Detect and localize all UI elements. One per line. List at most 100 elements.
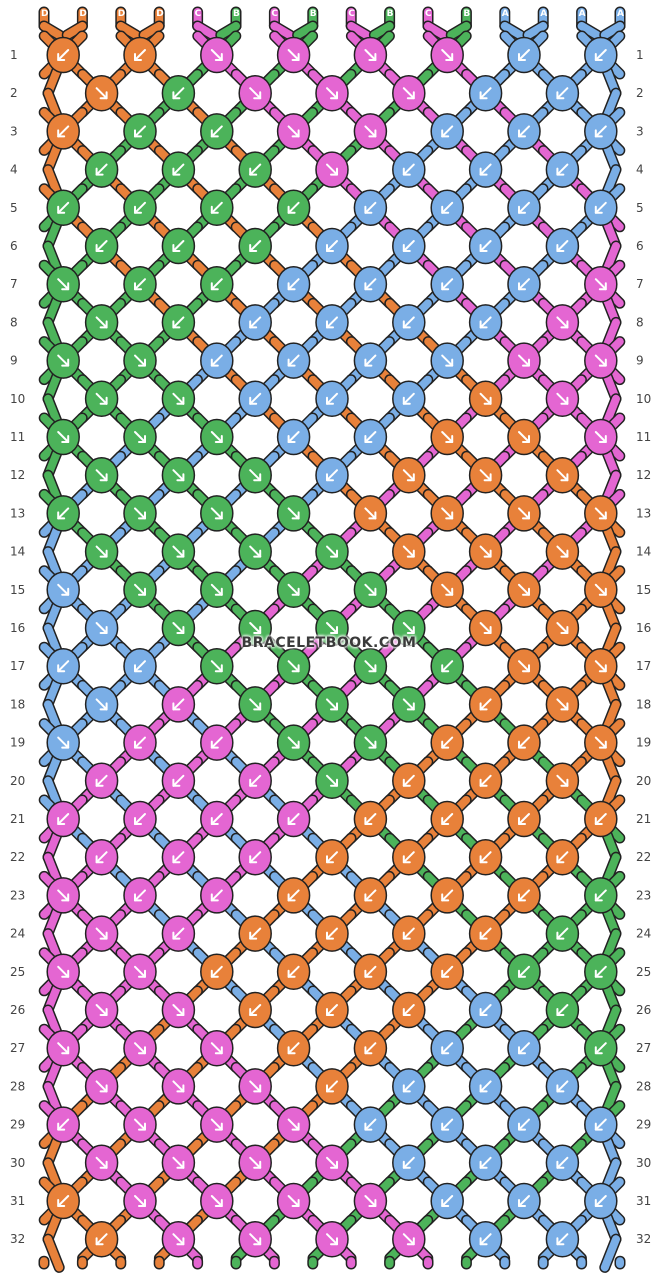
arrow-down-right-icon	[176, 626, 185, 634]
arrow-down-left-icon	[326, 320, 334, 329]
arrow-down-left-icon	[364, 435, 373, 443]
string-tag-bottom: A	[617, 1269, 624, 1279]
knot	[392, 456, 426, 494]
knot	[507, 418, 541, 456]
knot	[276, 953, 311, 991]
arrow-down-left-icon	[364, 817, 373, 825]
knot	[161, 991, 196, 1029]
row-label-right: 15	[636, 583, 651, 597]
row-label-left: 9	[10, 354, 18, 368]
arrow-down-left-icon	[594, 1199, 603, 1207]
knot	[584, 647, 618, 685]
arrow-down-left-icon	[441, 969, 450, 978]
arrow-down-right-icon	[522, 511, 530, 520]
arrow-down-right-icon	[253, 473, 262, 482]
arrow-down-right-icon	[445, 358, 454, 367]
knot	[200, 877, 234, 914]
knot	[238, 74, 272, 112]
knot	[200, 36, 234, 74]
knot	[46, 36, 80, 74]
arrow-down-left-icon	[402, 778, 411, 787]
knot	[276, 571, 311, 609]
arrow-down-right-icon	[61, 969, 70, 978]
arrow-down-right-icon	[253, 91, 262, 100]
arrow-down-left-icon	[441, 817, 450, 825]
knot	[161, 533, 196, 570]
arrow-down-left-icon	[287, 893, 296, 902]
row-label-right: 12	[636, 468, 651, 482]
arrow-down-left-icon	[479, 931, 488, 940]
row-label-left: 22	[10, 850, 25, 864]
arrow-down-left-icon	[134, 893, 142, 902]
arrow-down-left-icon	[364, 205, 373, 214]
knot	[430, 495, 464, 532]
arrow-down-left-icon	[441, 893, 450, 902]
arrow-down-left-icon	[326, 396, 334, 405]
arrow-down-left-icon	[326, 855, 334, 864]
arrow-down-left-icon	[594, 893, 603, 902]
arrow-down-left-icon	[594, 817, 603, 825]
knot	[584, 113, 618, 150]
arrow-down-right-icon	[291, 53, 300, 61]
knot	[507, 647, 541, 685]
arrow-down-left-icon	[518, 740, 526, 749]
knot	[46, 953, 80, 991]
knot	[315, 915, 349, 952]
knot	[161, 1068, 196, 1105]
row-label-left: 11	[10, 430, 25, 444]
knot	[353, 1106, 388, 1143]
arrow-down-right-icon	[291, 587, 300, 596]
arrow-down-right-icon	[253, 702, 262, 711]
arrow-down-left-icon	[402, 1008, 411, 1016]
string-tag-bottom: D	[41, 1269, 48, 1279]
arrow-down-right-icon	[99, 320, 108, 329]
arrow-down-left-icon	[594, 1122, 603, 1131]
knot	[238, 915, 272, 952]
knot	[123, 1106, 157, 1143]
arrow-down-right-icon	[176, 396, 185, 405]
knot	[46, 418, 80, 456]
knot	[430, 953, 464, 991]
knot	[507, 495, 541, 532]
row-label-left: 4	[10, 163, 18, 177]
arrow-down-right-icon	[61, 1046, 70, 1055]
arrow-down-right-icon	[138, 1122, 146, 1131]
string-tag-bottom: D	[156, 1269, 163, 1279]
knot	[468, 151, 503, 188]
knot	[238, 1220, 272, 1258]
arrow-down-left-icon	[364, 1046, 373, 1055]
knot	[276, 113, 311, 150]
arrow-down-left-icon	[518, 129, 526, 138]
knot	[161, 380, 196, 418]
knot	[353, 877, 388, 914]
knot	[200, 113, 234, 150]
arrow-down-right-icon	[483, 549, 492, 558]
knot	[238, 380, 272, 418]
knot	[584, 1106, 618, 1143]
knot	[46, 1029, 80, 1067]
knot	[507, 342, 541, 379]
arrow-down-left-icon	[518, 1046, 526, 1055]
knot	[238, 1068, 272, 1105]
knot	[545, 74, 580, 112]
arrow-down-left-icon	[441, 129, 450, 138]
knot	[315, 991, 349, 1029]
knot	[238, 227, 272, 265]
knot	[276, 495, 311, 532]
string-tag-top: A	[540, 9, 547, 19]
knot	[84, 991, 119, 1029]
arrow-down-right-icon	[330, 702, 338, 711]
knot	[84, 1220, 119, 1258]
arrow-down-left-icon	[479, 1160, 488, 1169]
knot	[392, 1144, 426, 1182]
knot	[123, 36, 157, 74]
knot	[161, 1220, 196, 1258]
knot	[584, 189, 618, 227]
arrow-down-left-icon	[326, 473, 334, 482]
arrow-down-left-icon	[518, 53, 526, 61]
arrow-down-left-icon	[172, 320, 181, 329]
arrow-down-right-icon	[99, 931, 108, 940]
knot	[507, 877, 541, 914]
knot	[468, 762, 503, 800]
